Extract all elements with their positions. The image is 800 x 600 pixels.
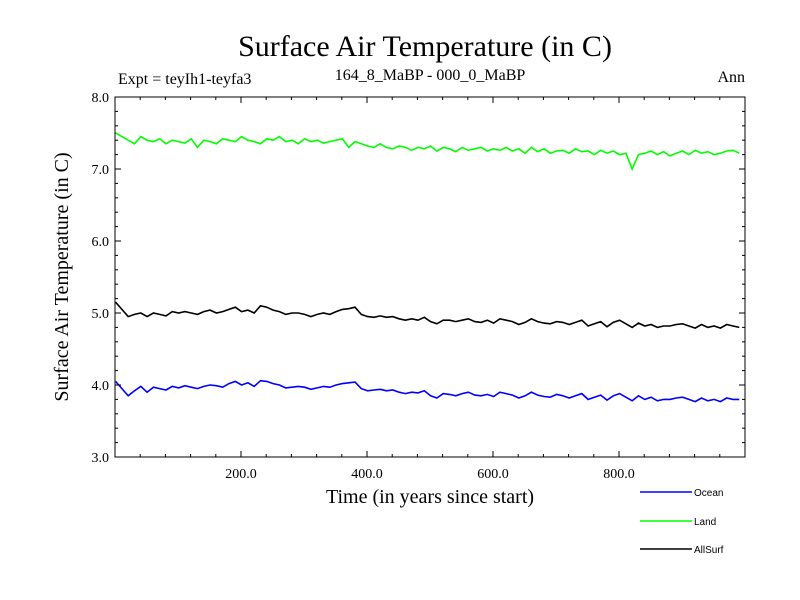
- y-tick-label: 6.0: [92, 235, 110, 250]
- chart-subtitle-center: 164_8_MaBP - 000_0_MaBP: [335, 67, 526, 84]
- x-axis-label: Time (in years since start): [326, 486, 534, 508]
- legend-label-land: Land: [694, 517, 716, 528]
- y-tick-label: 7.0: [92, 163, 110, 178]
- y-tick-label: 3.0: [92, 451, 110, 466]
- series-line-ocean: [114, 379, 740, 403]
- y-tick-label: 4.0: [92, 379, 110, 394]
- y-axis-label: Surface Air Temperature (in C): [51, 152, 73, 401]
- y-tick-label: 5.0: [92, 307, 110, 322]
- legend-label-allsurf: AllSurf: [694, 545, 724, 556]
- series-line-land: [115, 132, 740, 172]
- x-tick-label: 200.0: [225, 467, 257, 482]
- series-line-allsurf: [114, 301, 740, 329]
- y-tick-label: 8.0: [92, 91, 110, 106]
- legend: Ocean Land AllSurf: [640, 488, 724, 556]
- x-tick-label: 400.0: [351, 467, 383, 482]
- plot-frame: [114, 96, 746, 458]
- chart-subtitle-left: Expt = teyIh1-teyfa3: [118, 71, 251, 88]
- x-tick-label: 600.0: [477, 467, 509, 482]
- chart-subtitle-right: Ann: [717, 69, 745, 86]
- axis-ticks: 3.0 4.0 5.0 6.0 7.0 8.0 200.0 400.0 600.0 800.0: [92, 91, 746, 482]
- x-tick-label: 800.0: [603, 467, 635, 482]
- chart-title: Surface Air Temperature (in C): [238, 30, 612, 63]
- legend-label-ocean: Ocean: [694, 488, 723, 499]
- plot-area: [114, 132, 740, 403]
